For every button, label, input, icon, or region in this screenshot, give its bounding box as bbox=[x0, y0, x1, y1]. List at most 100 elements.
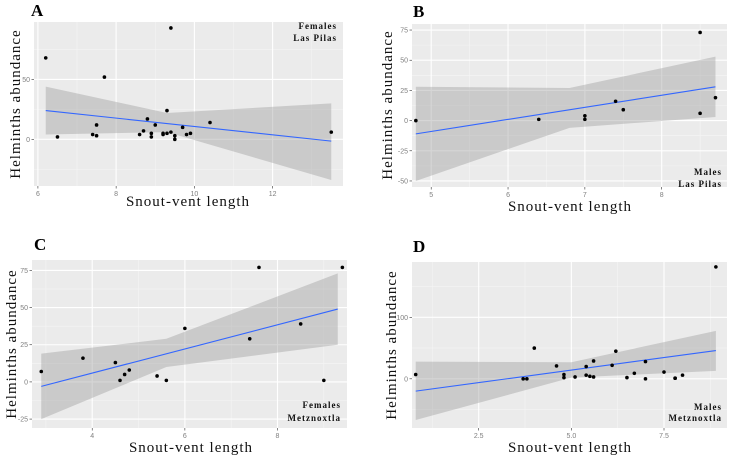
data-point bbox=[164, 378, 169, 383]
x-tick-label: 5 bbox=[429, 192, 433, 199]
data-point bbox=[591, 375, 596, 379]
data-point bbox=[583, 113, 587, 118]
x-tick-label: 8 bbox=[276, 433, 280, 440]
data-point bbox=[102, 75, 107, 79]
x-tick-label: 7.5 bbox=[659, 433, 669, 440]
y-tick-label: 0 bbox=[404, 376, 408, 383]
x-axis-label: Snout-vent length bbox=[508, 440, 632, 456]
panel-annotation: Females bbox=[303, 400, 342, 410]
data-point bbox=[141, 129, 146, 133]
y-tick-label: 0 bbox=[26, 137, 30, 144]
panel-annotation: Metznoxtla bbox=[669, 413, 722, 423]
confidence-band bbox=[41, 273, 338, 420]
y-tick-label: 75 bbox=[400, 28, 408, 35]
data-point bbox=[643, 359, 648, 364]
x-tick-label: 12 bbox=[269, 191, 277, 198]
y-tick-label: 50 bbox=[22, 77, 30, 84]
data-point bbox=[584, 364, 588, 369]
data-point bbox=[127, 368, 132, 372]
y-tick-label: -25 bbox=[18, 417, 28, 424]
y-tick-label: 0 bbox=[404, 118, 408, 125]
data-point bbox=[562, 375, 566, 380]
data-point bbox=[632, 371, 637, 376]
y-tick-label: 50 bbox=[400, 58, 408, 65]
plot-background bbox=[32, 260, 347, 428]
data-point bbox=[584, 373, 588, 377]
data-point bbox=[613, 99, 618, 104]
y-axis-label: Helminths abundance bbox=[380, 30, 396, 179]
panel-annotation: Males bbox=[694, 167, 722, 177]
confidence-band bbox=[415, 330, 716, 421]
data-point bbox=[340, 265, 345, 270]
panel-c: 4 6 8 -25 0 25 50 75 C Snout-vent length Helminths… bbox=[4, 235, 347, 456]
data-point bbox=[94, 123, 99, 127]
y-axis-label: Helminths abundance bbox=[4, 269, 20, 418]
regression-line bbox=[45, 110, 332, 142]
x-axis-label: Snout-vent length bbox=[508, 199, 632, 215]
data-point bbox=[621, 107, 626, 112]
data-point bbox=[298, 322, 303, 326]
data-point bbox=[714, 265, 718, 269]
x-tick-label: 4 bbox=[90, 433, 94, 440]
data-point bbox=[165, 131, 169, 136]
data-point bbox=[591, 359, 596, 363]
panel-letter: B bbox=[413, 2, 424, 21]
data-point bbox=[43, 56, 48, 60]
data-point bbox=[662, 370, 666, 374]
y-tick-label: 25 bbox=[20, 342, 28, 349]
x-tick-label: 8 bbox=[114, 191, 118, 198]
data-point bbox=[149, 135, 154, 139]
data-point bbox=[322, 378, 326, 383]
panel-d: 2.5 5.0 7.5 0 100 D Snout-vent length Helminths… bbox=[384, 237, 727, 456]
data-point bbox=[173, 133, 177, 138]
data-point bbox=[149, 131, 154, 136]
x-axis-label: Snout-vent length bbox=[129, 440, 253, 456]
data-point bbox=[625, 375, 629, 380]
data-point bbox=[90, 132, 95, 137]
data-point bbox=[55, 135, 60, 139]
data-point bbox=[536, 117, 541, 122]
x-tick-label: 6 bbox=[183, 433, 187, 440]
data-point bbox=[188, 131, 193, 136]
y-tick-label: 25 bbox=[400, 88, 408, 95]
data-point bbox=[169, 130, 173, 134]
panel-annotation: Las Pilas bbox=[678, 179, 722, 189]
panel-a: 6 8 10 12 0 50 A Snout-vent length Helminths abu… bbox=[8, 1, 343, 210]
data-point bbox=[81, 356, 85, 360]
data-point bbox=[583, 117, 587, 122]
panel-annotation: Las Pilas bbox=[293, 33, 337, 43]
data-point bbox=[169, 26, 173, 30]
data-point bbox=[413, 372, 418, 377]
x-tick-label: 2.5 bbox=[474, 433, 484, 440]
x-tick-label: 8 bbox=[660, 192, 664, 199]
panel-letter: D bbox=[413, 237, 425, 256]
regression-line bbox=[415, 86, 716, 135]
data-point bbox=[414, 118, 418, 123]
data-point bbox=[680, 373, 685, 377]
panel-annotation: Females bbox=[299, 21, 338, 31]
data-point bbox=[698, 111, 702, 116]
y-tick-label: 0 bbox=[24, 379, 28, 386]
data-point bbox=[554, 364, 559, 368]
data-point bbox=[643, 377, 648, 381]
x-tick-label: 7 bbox=[583, 192, 587, 199]
data-point bbox=[145, 117, 150, 121]
panel-letter: C bbox=[34, 235, 46, 254]
data-point bbox=[184, 132, 189, 137]
x-tick-label: 6 bbox=[36, 191, 40, 198]
data-point bbox=[521, 377, 525, 381]
data-point bbox=[562, 372, 566, 377]
x-tick-label: 10 bbox=[190, 191, 198, 198]
data-point bbox=[532, 346, 537, 350]
data-point bbox=[713, 95, 718, 100]
plot-background bbox=[412, 262, 727, 428]
y-axis-label: Helminths abundance bbox=[8, 29, 24, 178]
data-point bbox=[180, 125, 185, 130]
data-point bbox=[155, 374, 159, 378]
y-tick-label: 100 bbox=[396, 315, 408, 322]
data-point bbox=[247, 336, 252, 341]
panel-letter: A bbox=[31, 1, 44, 20]
regression-line bbox=[415, 349, 716, 392]
data-point bbox=[610, 363, 614, 368]
data-point bbox=[208, 120, 212, 125]
